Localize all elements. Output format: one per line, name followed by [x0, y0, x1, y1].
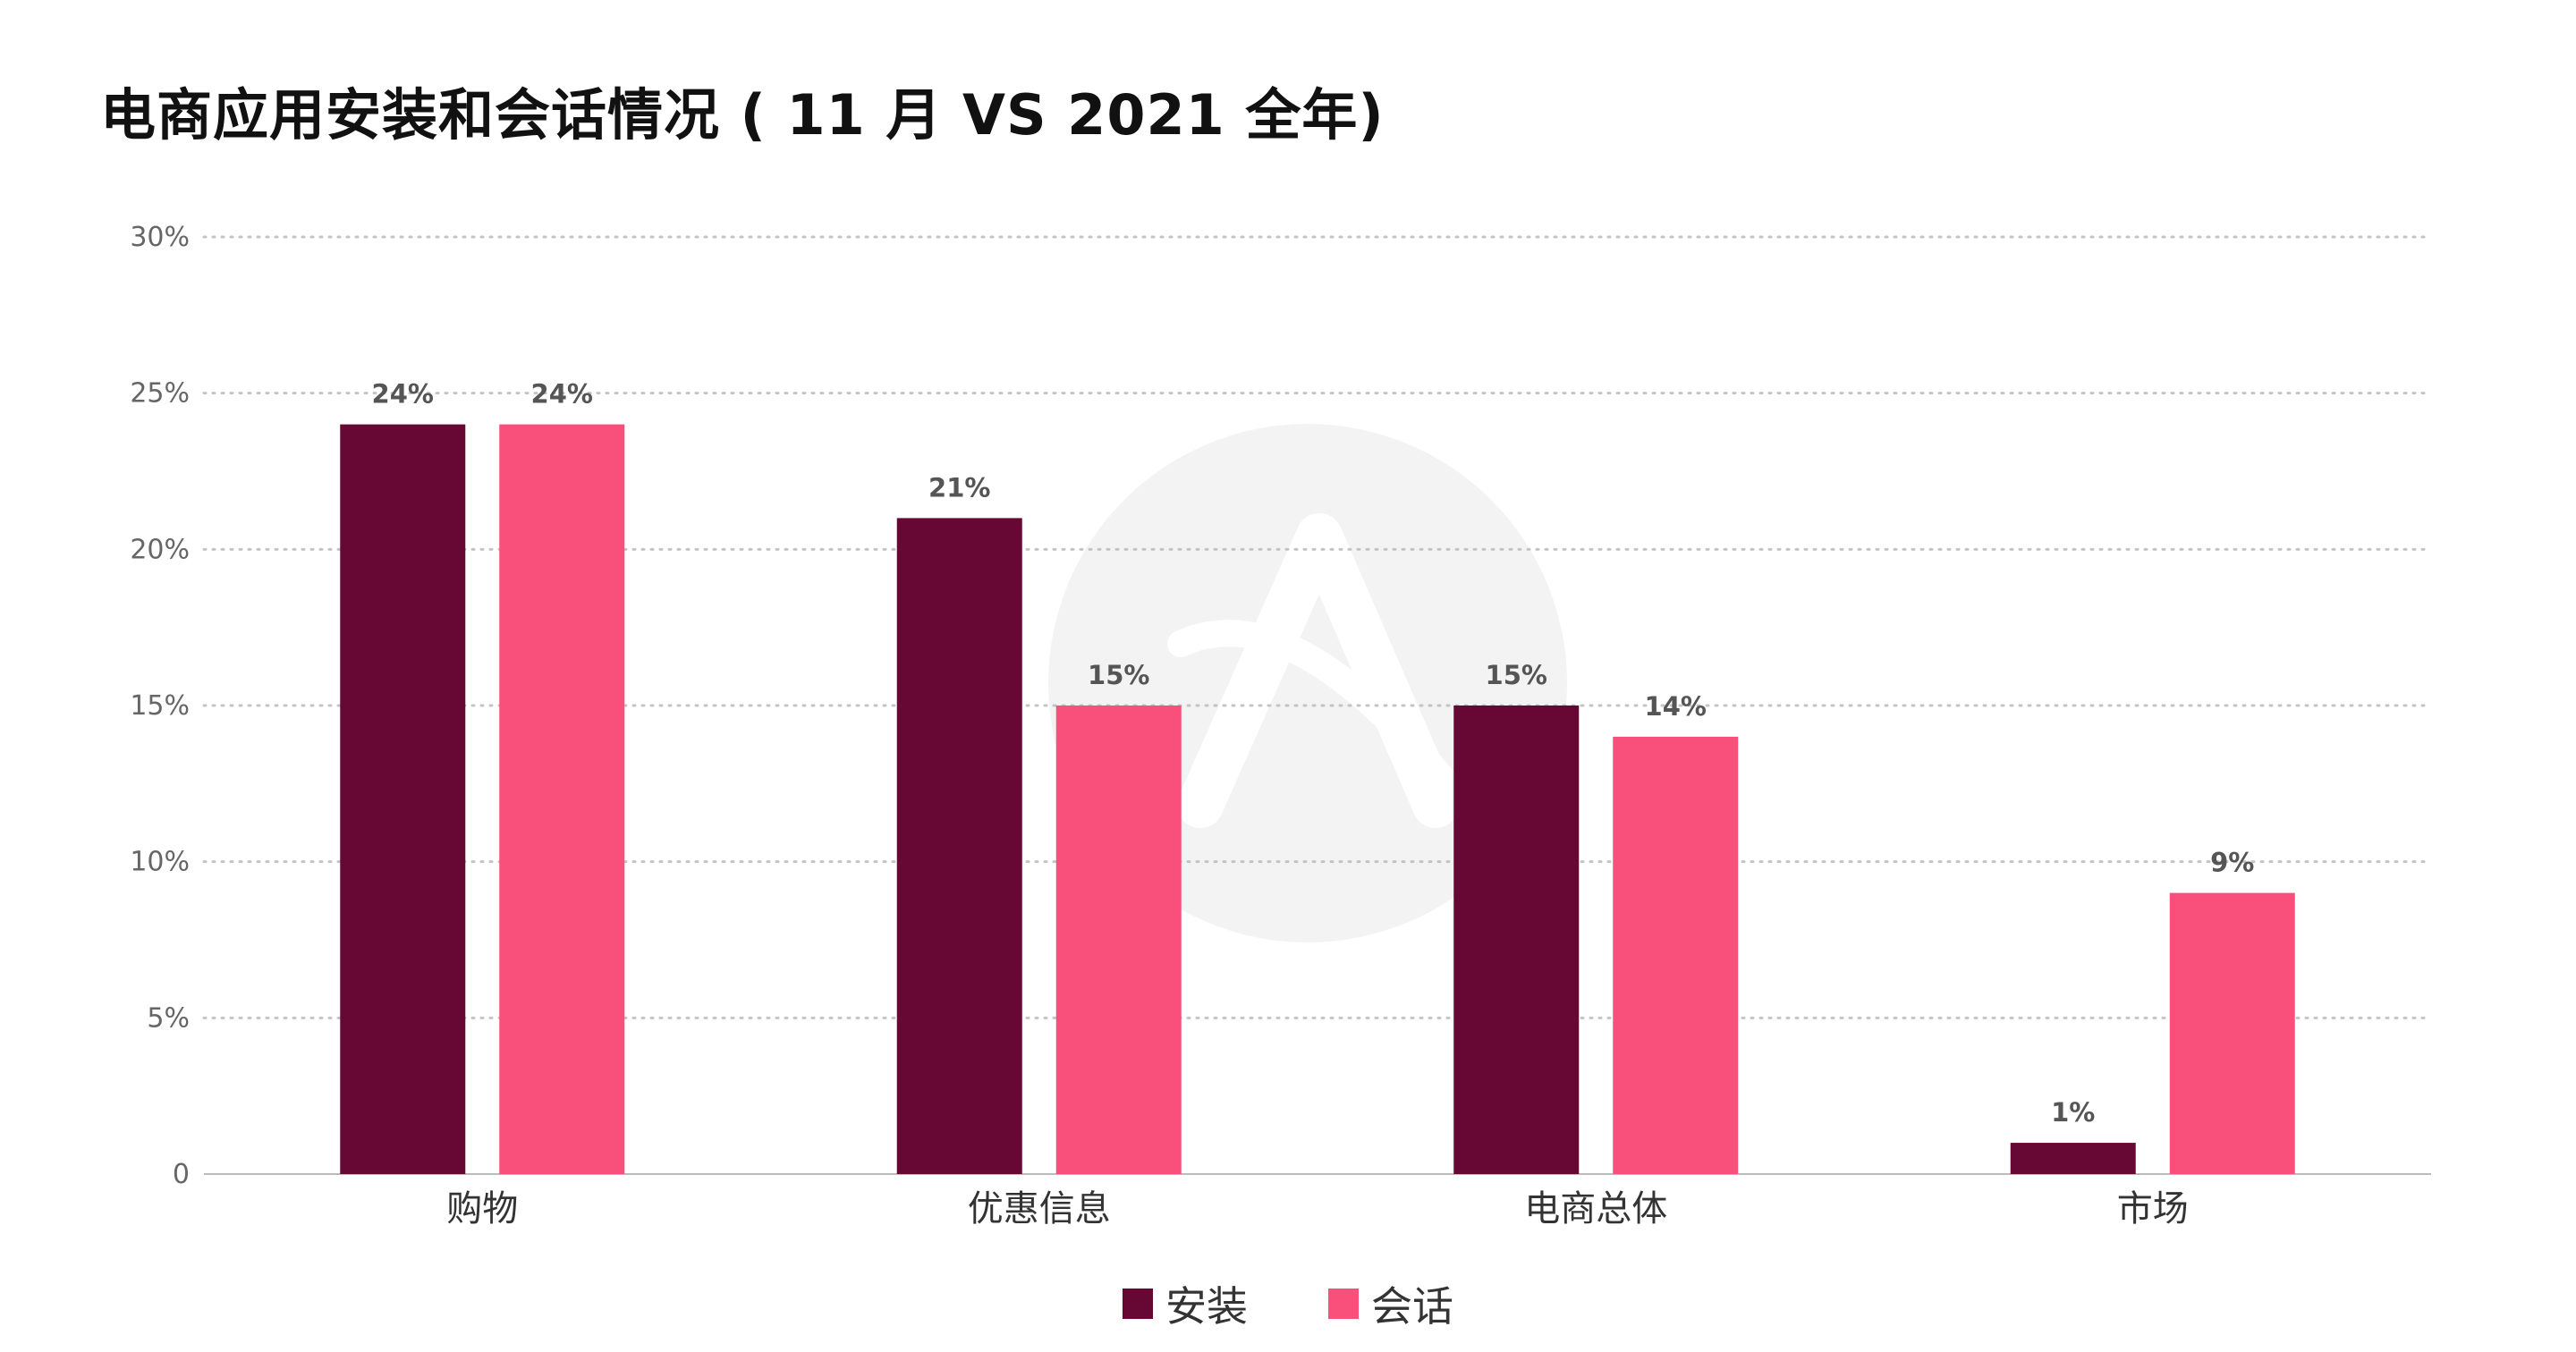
data-label: 9%: [2210, 848, 2254, 878]
bar: [896, 518, 1022, 1174]
chart-title: 电商应用安装和会话情况 ( 11 月 VS 2021 全年): [100, 82, 1385, 148]
bars: [340, 424, 2295, 1175]
data-label: 14%: [1645, 691, 1707, 722]
data-label: 15%: [1088, 660, 1149, 690]
y-tick-label: 20%: [130, 534, 190, 565]
legend-item: 安装: [1123, 1274, 1248, 1333]
bar: [340, 424, 466, 1175]
legend-swatch: [1123, 1289, 1153, 1319]
data-label: 24%: [531, 379, 593, 410]
legend: 安装 会话: [0, 1268, 2576, 1339]
bar-chart: 0 5% 10% 15% 20% 25% 30% 24% 24% 21% 15% 15% 14% 1% 9…: [130, 222, 2433, 1229]
x-category-label: 优惠信息: [968, 1188, 1111, 1229]
y-axis-ticks: 0 5% 10% 15% 20% 25% 30%: [130, 222, 190, 1190]
legend-label: 会话: [1371, 1282, 1453, 1331]
x-category-label: 电商总体: [1524, 1188, 1667, 1229]
bar: [499, 424, 625, 1175]
bar: [1055, 706, 1182, 1174]
y-tick-label: 10%: [130, 847, 190, 878]
data-label: 1%: [2051, 1097, 2095, 1128]
legend-swatch: [1328, 1289, 1359, 1319]
x-category-label: 市场: [2117, 1188, 2189, 1229]
x-category-label: 购物: [446, 1188, 518, 1229]
legend-label: 安装: [1165, 1282, 1248, 1331]
x-axis-categories: 购物 优惠信息 电商总体 市场: [446, 1188, 2189, 1229]
y-tick-label: 15%: [130, 690, 190, 722]
bar: [2169, 892, 2295, 1174]
data-label: 21%: [928, 472, 990, 503]
y-tick-label: 25%: [130, 378, 190, 410]
y-tick-label: 30%: [130, 222, 190, 253]
y-tick-label: 5%: [147, 1002, 190, 1034]
data-label: 15%: [1486, 660, 1547, 690]
bar: [1453, 706, 1580, 1174]
bar: [1613, 736, 1739, 1174]
y-tick-label: 0: [173, 1159, 190, 1190]
bar: [2010, 1143, 2136, 1174]
data-label: 24%: [372, 379, 434, 410]
legend-item: 会话: [1328, 1274, 1453, 1333]
data-labels: 24% 24% 21% 15% 15% 14% 1% 9%: [372, 379, 2255, 1128]
